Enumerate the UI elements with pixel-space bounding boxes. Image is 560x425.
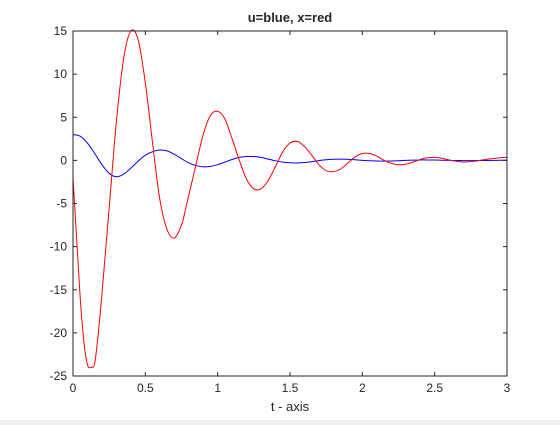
plot-area — [73, 31, 507, 376]
x-axis: 0 0.5 1 1.5 2 2.5 3 — [70, 31, 511, 395]
y-tick-label: -5 — [56, 197, 67, 211]
y-tick-label: 10 — [54, 67, 68, 81]
x-tick-label: 0 — [70, 381, 77, 395]
y-tick-label: 0 — [60, 153, 67, 167]
x-tick-label: 0.5 — [137, 381, 154, 395]
x-tick-label: 3 — [504, 381, 511, 395]
y-tick-label: -15 — [50, 283, 68, 297]
x-axis-label: t - axis — [271, 399, 310, 414]
y-tick-label: 15 — [54, 24, 68, 38]
series-layer — [72, 29, 508, 369]
y-tick-label: 5 — [60, 110, 67, 124]
y-tick-label: -20 — [50, 326, 68, 340]
chart-title: u=blue, x=red — [248, 10, 333, 25]
x-tick-label: 1 — [214, 381, 221, 395]
x-tick-label: 1.5 — [282, 381, 299, 395]
x-tick-label: 2.5 — [426, 381, 443, 395]
y-axis: -25 -20 -15 -10 -5 0 5 10 15 — [50, 24, 507, 383]
x-tick-label: 2 — [359, 381, 366, 395]
series-line-0 — [72, 134, 508, 178]
y-tick-label: -25 — [50, 369, 68, 383]
series-line-1 — [72, 29, 508, 369]
y-tick-label: -10 — [50, 240, 68, 254]
